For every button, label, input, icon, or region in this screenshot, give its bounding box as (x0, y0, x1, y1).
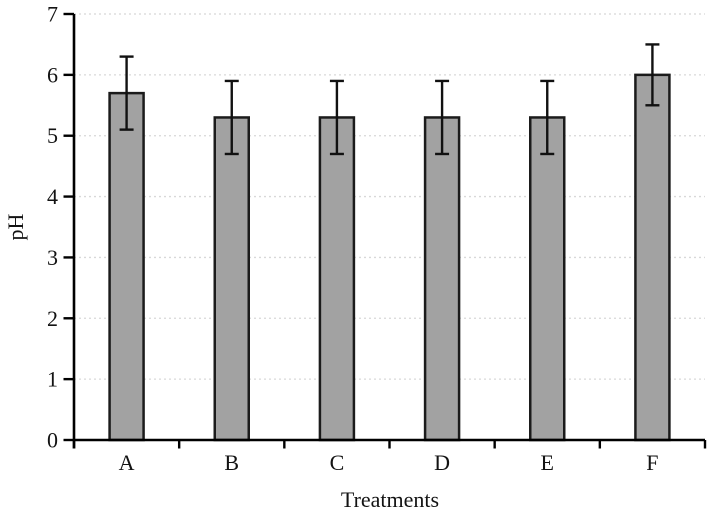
x-category-label-C: C (330, 450, 345, 475)
bar-D (423, 116, 461, 442)
bar-F (634, 73, 671, 442)
y-tick-label-4: 4 (47, 184, 58, 209)
x-category-label-A: A (119, 450, 135, 475)
y-tick-label-2: 2 (47, 306, 58, 331)
y-tick-label-1: 1 (47, 367, 58, 392)
y-tick-label-5: 5 (47, 123, 58, 148)
y-tick-label-3: 3 (47, 245, 58, 270)
x-axis-title: Treatments (340, 487, 440, 512)
x-category-label-D: D (434, 450, 450, 475)
y-tick-label-0: 0 (47, 428, 58, 453)
x-category-label-F: F (646, 450, 658, 475)
bar-E (529, 116, 566, 442)
x-category-label-B: B (224, 450, 239, 475)
y-tick-label-7: 7 (47, 2, 58, 27)
x-category-label-E: E (541, 450, 554, 475)
y-tick-label-6: 6 (47, 62, 58, 87)
bar-A (108, 91, 145, 442)
bar-C (318, 116, 356, 442)
bar-B (213, 116, 250, 442)
y-axis-title: pH (3, 213, 28, 241)
